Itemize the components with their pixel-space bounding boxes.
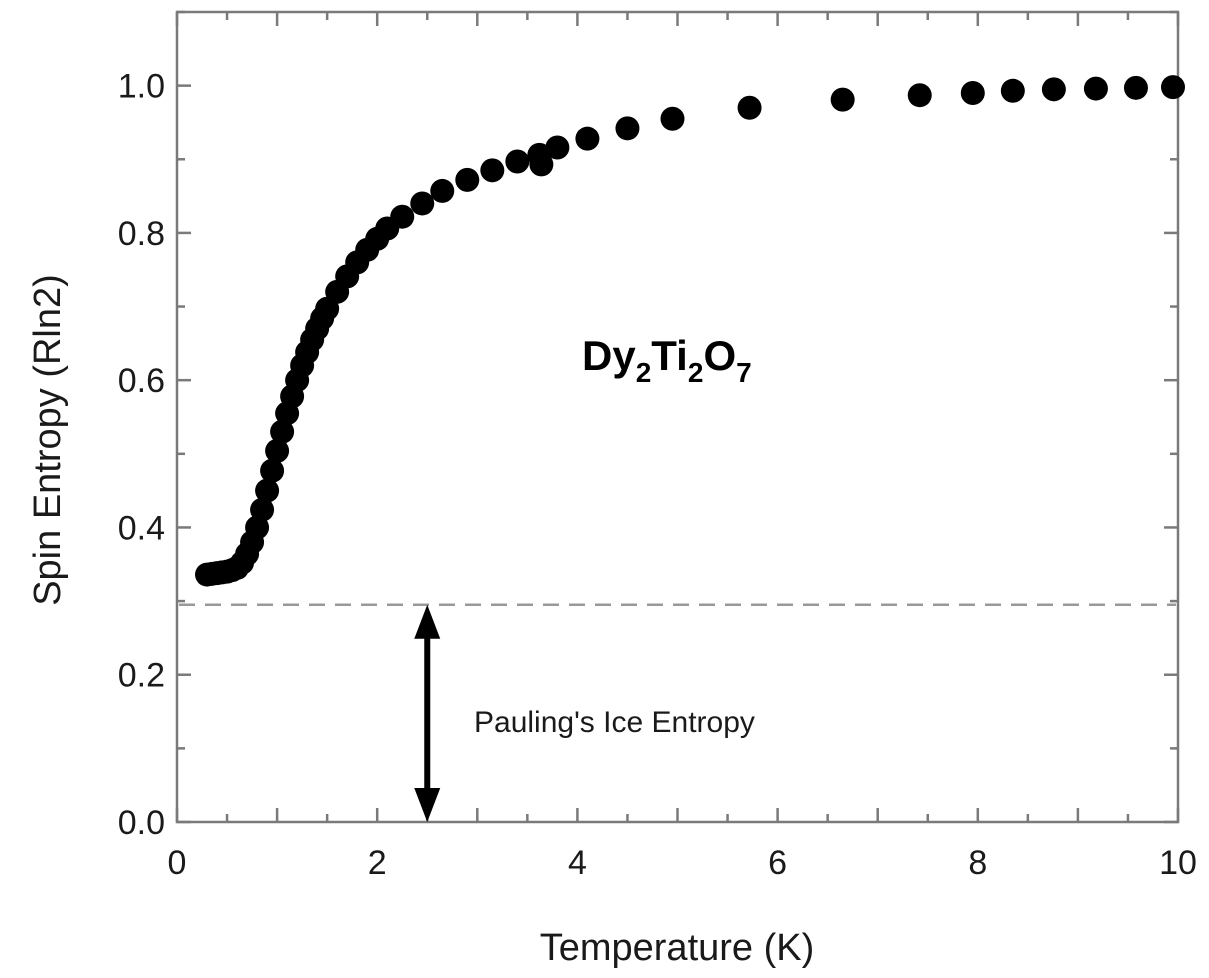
- data-point: [480, 158, 505, 183]
- data-point: [505, 149, 530, 174]
- y-tick-label: 0.0: [118, 804, 165, 842]
- data-point: [907, 83, 932, 108]
- data-point: [737, 95, 762, 120]
- arrow-head-up: [414, 604, 441, 639]
- data-point: [255, 478, 280, 503]
- data-point: [545, 135, 570, 160]
- data-point: [830, 87, 855, 112]
- x-tick-label: 8: [968, 844, 987, 882]
- data-point: [260, 458, 285, 483]
- y-axis-title: Spin Entropy (Rln2): [27, 274, 69, 606]
- data-point: [529, 152, 554, 177]
- pauling-arrow: [414, 604, 441, 822]
- y-tick-label: 0.6: [118, 362, 165, 400]
- data-point: [660, 106, 685, 131]
- compound-label: Dy2Ti2O7: [582, 332, 752, 388]
- x-tick-label: 10: [1159, 844, 1197, 882]
- data-point: [390, 204, 415, 229]
- data-point: [410, 191, 435, 216]
- data-point: [1123, 75, 1148, 100]
- data-point: [1041, 77, 1066, 102]
- data-point: [575, 126, 600, 151]
- data-point: [250, 497, 275, 522]
- plot-frame: [175, 10, 1180, 824]
- compound-dy: Dy: [582, 332, 636, 379]
- y-tick-label: 0.2: [118, 657, 165, 695]
- compound-sub-dy: 2: [636, 357, 652, 388]
- annotation-label: Pauling's Ice Entropy: [474, 706, 755, 739]
- compound-ti: Ti: [651, 332, 688, 379]
- data-point: [455, 167, 480, 192]
- arrow-head-down: [414, 788, 441, 822]
- data-point: [1000, 78, 1025, 103]
- y-tick-label: 1.0: [118, 68, 165, 106]
- compound-o: O: [703, 332, 736, 379]
- data-point: [430, 178, 455, 203]
- compound-sub-o: 7: [736, 357, 752, 388]
- data-points: [195, 75, 1185, 587]
- data-point: [1083, 76, 1108, 101]
- y-tick-label: 0.4: [118, 509, 165, 547]
- x-tick-label: 6: [768, 844, 787, 882]
- data-point: [1160, 75, 1185, 100]
- data-point: [265, 438, 290, 463]
- x-tick-labels: 0 2 4 6 8 10: [168, 844, 1197, 882]
- axis-ticks: [175, 10, 1180, 824]
- data-point: [960, 81, 985, 105]
- data-point: [615, 116, 640, 141]
- x-tick-label: 4: [568, 844, 587, 882]
- y-tick-label: 0.8: [118, 215, 165, 253]
- y-tick-labels: 0.0 0.2 0.4 0.6 0.8 1.0: [118, 68, 165, 842]
- x-axis-title: Temperature (K): [540, 927, 815, 969]
- compound-sub-ti: 2: [688, 357, 704, 388]
- data-point: [270, 419, 295, 444]
- x-tick-label: 2: [368, 844, 387, 882]
- x-tick-label: 0: [168, 844, 187, 882]
